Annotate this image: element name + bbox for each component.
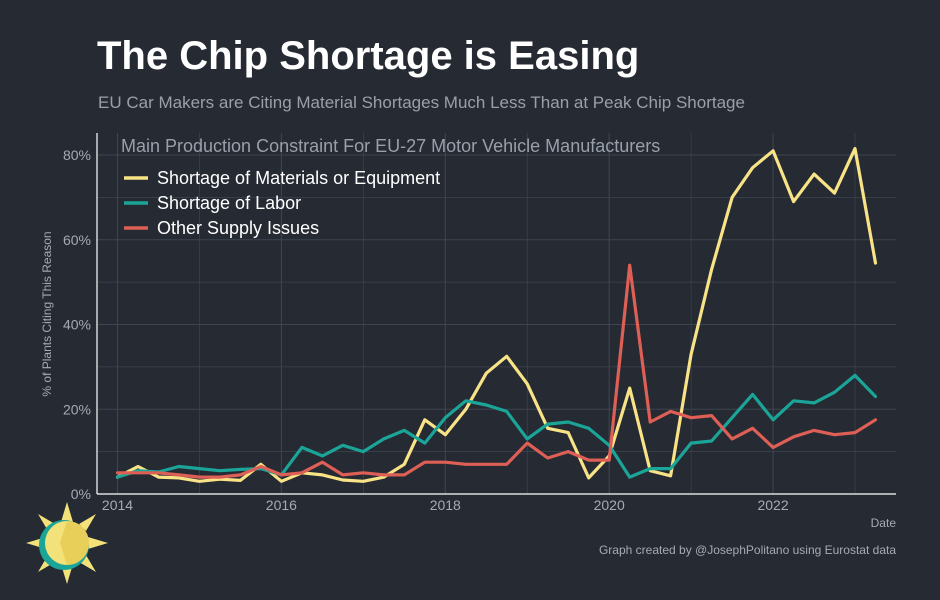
sun-shade	[60, 521, 89, 565]
series-line-3	[115, 263, 878, 479]
series-line-1	[115, 147, 878, 483]
y-tick-labels: 0% 20% 40% 60% 80%	[63, 147, 91, 502]
y-tick-label: 80%	[63, 147, 91, 163]
x-tick-label: 2020	[594, 497, 625, 513]
legend: Shortage of Materials or Equipment Shorta…	[124, 168, 440, 238]
chart-subtitle: EU Car Makers are Citing Material Shorta…	[98, 93, 745, 112]
x-tick-labels: 2014 2016 2018 2020 2022	[102, 497, 789, 513]
x-tick-label: 2022	[757, 497, 788, 513]
x-tick-label: 2018	[430, 497, 461, 513]
y-axis-label: % of Plants Citing This Reason	[40, 231, 54, 396]
y-tick-label: 40%	[63, 317, 91, 333]
sun-logo-icon	[26, 502, 108, 584]
chart-title: The Chip Shortage is Easing	[97, 34, 640, 78]
series-lines	[115, 147, 878, 483]
y-tick-label: 60%	[63, 232, 91, 248]
chart-inner-title: Main Production Constraint For EU-27 Mot…	[121, 136, 660, 156]
series-line-2	[115, 373, 878, 479]
legend-label: Shortage of Materials or Equipment	[157, 168, 440, 188]
source-credit: Graph created by @JosephPolitano using E…	[598, 543, 896, 557]
x-axis-label: Date	[871, 516, 897, 530]
axes	[96, 133, 896, 495]
x-tick-label: 2016	[266, 497, 297, 513]
y-tick-label: 0%	[71, 486, 91, 502]
x-tick-label: 2014	[102, 497, 133, 513]
legend-label: Shortage of Labor	[157, 193, 301, 213]
y-tick-label: 20%	[63, 401, 91, 417]
legend-label: Other Supply Issues	[157, 218, 319, 238]
